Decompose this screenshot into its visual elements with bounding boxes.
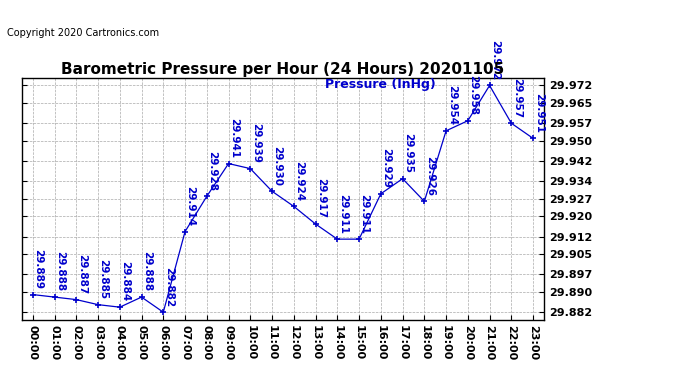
Text: 29.924: 29.924 bbox=[295, 161, 304, 201]
Text: 29.958: 29.958 bbox=[469, 75, 478, 115]
Text: 29.972: 29.972 bbox=[490, 40, 500, 80]
Text: Pressure (InHg): Pressure (InHg) bbox=[325, 78, 435, 91]
Text: 29.935: 29.935 bbox=[403, 133, 413, 173]
Text: 29.887: 29.887 bbox=[77, 254, 87, 294]
Text: 29.888: 29.888 bbox=[142, 251, 152, 291]
Text: 29.888: 29.888 bbox=[55, 251, 65, 291]
Text: 29.911: 29.911 bbox=[338, 194, 348, 234]
Text: 29.939: 29.939 bbox=[251, 123, 261, 163]
Text: 29.889: 29.889 bbox=[33, 249, 43, 289]
Text: 29.882: 29.882 bbox=[164, 267, 174, 307]
Text: 29.884: 29.884 bbox=[120, 261, 130, 302]
Text: 29.951: 29.951 bbox=[533, 93, 544, 133]
Text: 29.954: 29.954 bbox=[446, 85, 457, 125]
Text: 29.941: 29.941 bbox=[229, 118, 239, 158]
Text: 29.917: 29.917 bbox=[316, 178, 326, 219]
Text: 29.957: 29.957 bbox=[512, 78, 522, 118]
Text: 29.911: 29.911 bbox=[359, 194, 370, 234]
Text: 29.928: 29.928 bbox=[208, 151, 217, 191]
Text: 29.926: 29.926 bbox=[425, 156, 435, 196]
Text: 29.929: 29.929 bbox=[382, 148, 391, 188]
Text: 29.914: 29.914 bbox=[186, 186, 195, 226]
Text: Copyright 2020 Cartronics.com: Copyright 2020 Cartronics.com bbox=[7, 28, 159, 38]
Text: 29.885: 29.885 bbox=[99, 259, 108, 299]
Title: Barometric Pressure per Hour (24 Hours) 20201105: Barometric Pressure per Hour (24 Hours) … bbox=[61, 62, 504, 77]
Text: 29.930: 29.930 bbox=[273, 146, 283, 186]
